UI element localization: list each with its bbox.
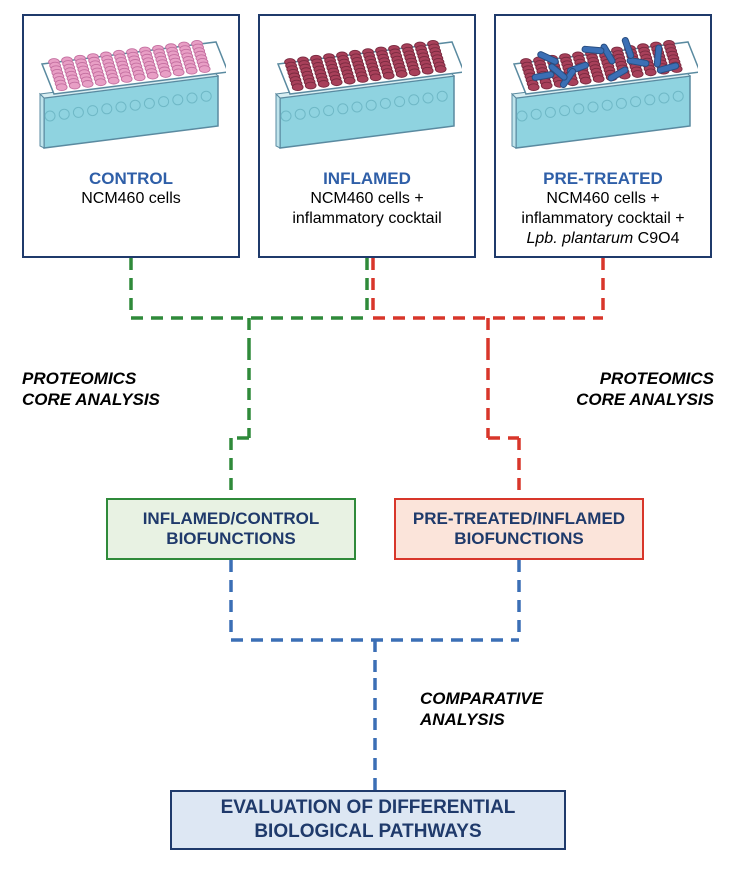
- blue-connector: [0, 0, 736, 882]
